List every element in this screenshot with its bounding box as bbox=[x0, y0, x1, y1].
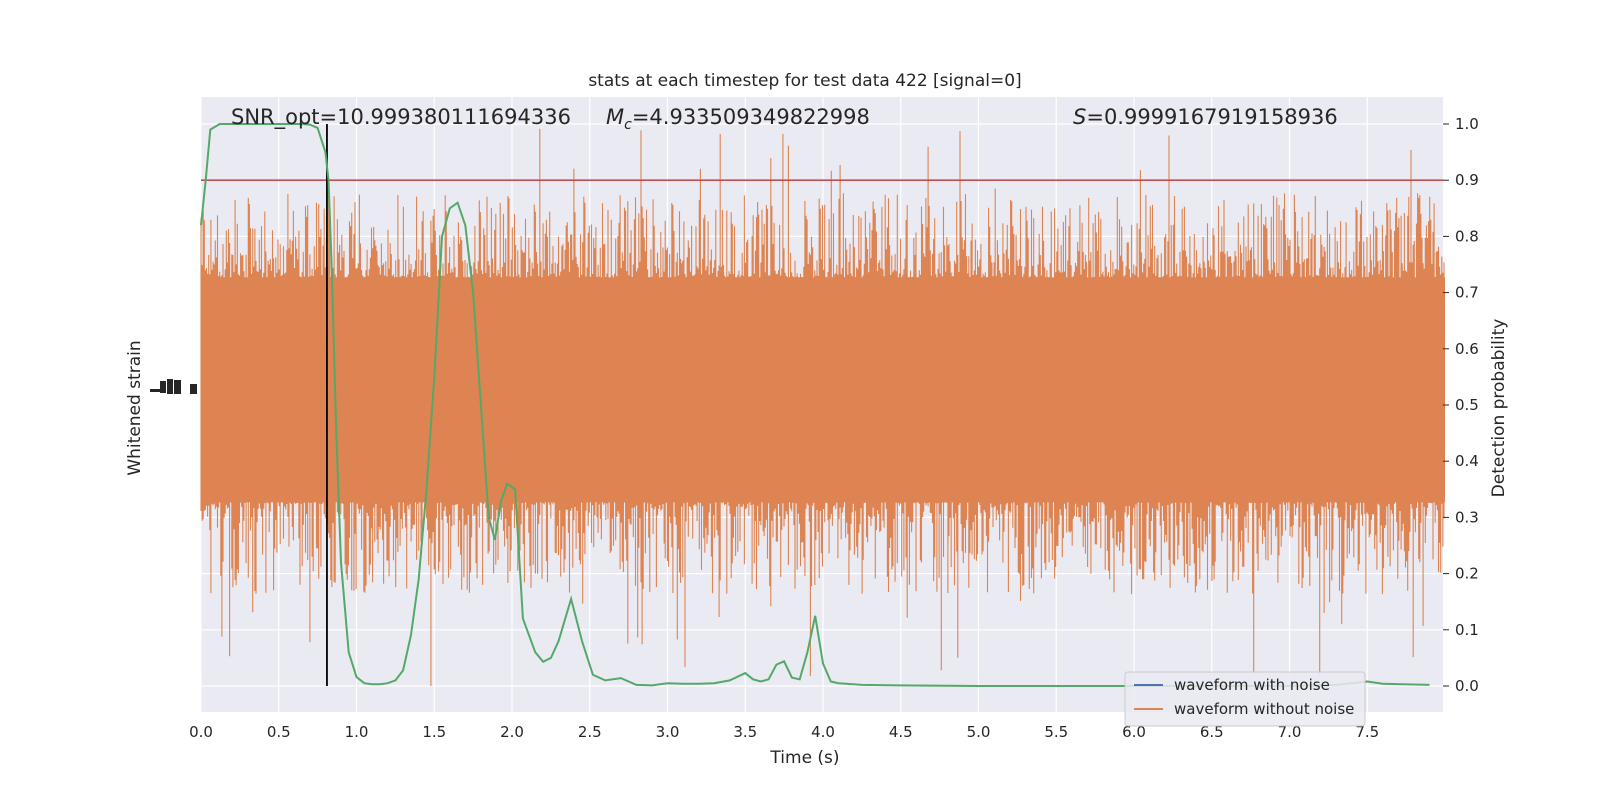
x-tick-label: 0.5 bbox=[267, 723, 291, 741]
left-tick-mark bbox=[167, 379, 173, 394]
snr-annotation: SNR_opt=10.999380111694336 bbox=[231, 105, 571, 130]
x-tick-label: 3.0 bbox=[656, 723, 680, 741]
right-tick-label: 0.1 bbox=[1455, 621, 1479, 639]
right-tick-label: 0.2 bbox=[1455, 565, 1479, 583]
left-tick-mark bbox=[174, 380, 181, 394]
mc-value: =4.933509349822998 bbox=[632, 105, 870, 129]
x-tick-label: 2.5 bbox=[578, 723, 602, 741]
x-tick-label: 4.0 bbox=[811, 723, 835, 741]
x-tick-label: 0.0 bbox=[189, 723, 213, 741]
mc-subscript: c bbox=[624, 117, 632, 133]
right-tick-label: 1.0 bbox=[1455, 115, 1479, 133]
left-axis-label: Whitened strain bbox=[125, 340, 145, 475]
left-axis-garbled-ticks bbox=[150, 379, 197, 394]
x-tick-label: 5.0 bbox=[967, 723, 991, 741]
s-symbol: S bbox=[1073, 105, 1086, 129]
right-tick-label: 0.4 bbox=[1455, 452, 1479, 470]
x-tick-label: 6.0 bbox=[1122, 723, 1146, 741]
right-axis-ticks: 0.0 0.1 0.2 0.3 0.4 0.5 0.6 0.7 0.8 0.9 1.0 bbox=[1443, 115, 1479, 695]
right-tick-label: 0.0 bbox=[1455, 677, 1479, 695]
s-value: =0.9999167919158936 bbox=[1086, 105, 1337, 129]
left-tick-mark bbox=[150, 389, 164, 392]
legend-label-with-noise: waveform with noise bbox=[1174, 676, 1330, 694]
x-tick-label: 1.5 bbox=[422, 723, 446, 741]
legend-box bbox=[1124, 671, 1366, 727]
noise-spikes bbox=[200, 128, 1445, 686]
x-tick-label: 7.5 bbox=[1355, 723, 1379, 741]
probability-line bbox=[200, 123, 1430, 687]
right-axis-label: Detection probability bbox=[1489, 319, 1509, 498]
right-tick-label: 0.3 bbox=[1455, 508, 1479, 526]
x-tick-label: 2.0 bbox=[500, 723, 524, 741]
mc-symbol: M bbox=[606, 105, 624, 129]
right-tick-label: 0.7 bbox=[1455, 284, 1479, 302]
legend-label-without-noise: waveform without noise bbox=[1174, 700, 1354, 718]
x-tick-label: 4.5 bbox=[889, 723, 913, 741]
right-tick-label: 0.8 bbox=[1455, 227, 1479, 245]
x-tick-label: 3.5 bbox=[733, 723, 757, 741]
s-annotation: S=0.9999167919158936 bbox=[1073, 105, 1338, 129]
left-tick-mark bbox=[190, 384, 197, 394]
right-tick-label: 0.9 bbox=[1455, 171, 1479, 189]
noise-series-waveform-without-noise bbox=[200, 128, 1445, 686]
left-tick-mark bbox=[160, 381, 166, 393]
right-tick-label: 0.6 bbox=[1455, 340, 1479, 358]
x-axis-ticks: 0.0 0.5 1.0 1.5 2.0 2.5 3.0 3.5 4.0 4.5 5.0 5.5 6.0 6… bbox=[189, 723, 1379, 741]
x-tick-label: 1.0 bbox=[345, 723, 369, 741]
x-axis-label: Time (s) bbox=[769, 748, 839, 768]
legend: waveform with noise waveform without noi… bbox=[1124, 671, 1366, 727]
right-tick-label: 0.5 bbox=[1455, 396, 1479, 414]
x-tick-label: 6.5 bbox=[1200, 723, 1224, 741]
mc-annotation: Mc=4.933509349822998 bbox=[606, 105, 870, 133]
x-tick-label: 7.0 bbox=[1278, 723, 1302, 741]
x-tick-label: 5.5 bbox=[1044, 723, 1068, 741]
chart-title: stats at each timestep for test data 422… bbox=[588, 71, 1021, 91]
